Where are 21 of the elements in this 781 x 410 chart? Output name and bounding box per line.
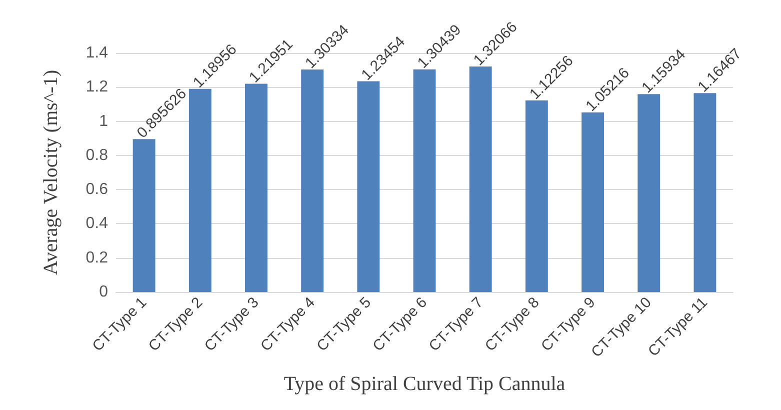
y-tick-label: 0.2: [86, 249, 108, 266]
y-tick-label: 0.8: [86, 146, 108, 164]
y-tick-label: 1.4: [86, 44, 108, 62]
y-tick-label: 1: [99, 112, 108, 130]
bar: [245, 84, 268, 292]
y-tick-label: 0.6: [86, 181, 108, 198]
bar: [638, 94, 660, 292]
bar: [188, 88, 212, 292]
y-tick-label: 0.4: [86, 215, 108, 232]
y-tick-label: 0: [99, 284, 108, 300]
y-axis-title: Average Velocity (ms^-1): [40, 70, 62, 276]
x-axis-title: Type of Spiral Curved Tip Cannula: [284, 373, 566, 395]
bar: [582, 112, 604, 292]
bar: [525, 100, 548, 292]
bar: [301, 70, 324, 292]
bar: [132, 139, 156, 292]
bar: [694, 93, 716, 292]
y-tick-label: 1.2: [86, 78, 108, 96]
bar: [357, 81, 380, 292]
bar: [469, 66, 492, 292]
bar: [413, 69, 436, 292]
